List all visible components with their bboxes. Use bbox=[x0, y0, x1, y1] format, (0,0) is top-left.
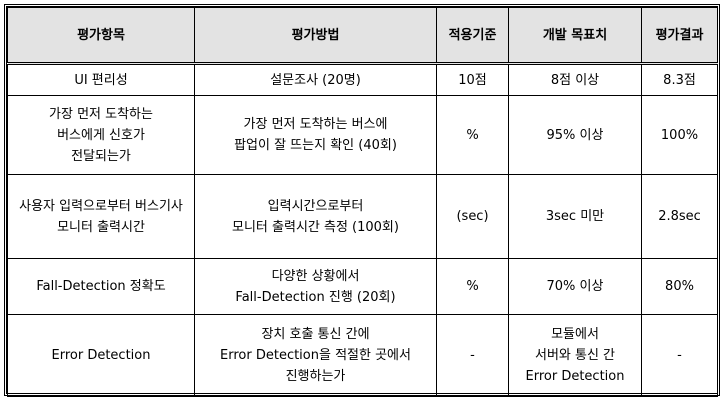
cell-method: 다양한 상황에서 Fall-Detection 진행 (20회) bbox=[194, 258, 437, 315]
table-row: 사용자 입력으로부터 버스기사 모니터 출력시간 입력시간으로부터 모니터 출력… bbox=[7, 174, 718, 259]
cell-item: Error Detection bbox=[7, 314, 195, 397]
cell-criteria: % bbox=[436, 95, 509, 175]
header-item: 평가항목 bbox=[7, 7, 195, 65]
evaluation-table-frame: 평가항목 평가방법 적용기준 개발 목표치 평가결과 UI 편리성 설문조사 (… bbox=[4, 4, 720, 397]
cell-criteria: 10점 bbox=[436, 63, 509, 96]
cell-target: 95% 이상 bbox=[508, 95, 642, 175]
cell-result: 2.8sec bbox=[641, 174, 718, 259]
cell-result: 80% bbox=[641, 258, 718, 315]
cell-method: 입력시간으로부터 모니터 출력시간 측정 (100회) bbox=[194, 174, 437, 259]
cell-result: 8.3점 bbox=[641, 63, 718, 96]
cell-result: - bbox=[641, 314, 718, 397]
cell-target: 모듈에서 서버와 통신 간 Error Detection bbox=[508, 314, 642, 397]
cell-method: 설문조사 (20명) bbox=[194, 63, 437, 96]
header-method: 평가방법 bbox=[194, 7, 437, 65]
cell-criteria: - bbox=[436, 314, 509, 397]
cell-method: 장치 호출 통신 간에 Error Detection을 적절한 곳에서 진행하… bbox=[194, 314, 437, 397]
header-result: 평가결과 bbox=[641, 7, 718, 65]
cell-item: 가장 먼저 도착하는 버스에게 신호가 전달되는가 bbox=[7, 95, 195, 175]
header-row: 평가항목 평가방법 적용기준 개발 목표치 평가결과 bbox=[7, 7, 718, 65]
table-row: UI 편리성 설문조사 (20명) 10점 8점 이상 8.3점 bbox=[7, 63, 718, 96]
header-criteria: 적용기준 bbox=[436, 7, 509, 65]
cell-target: 3sec 미만 bbox=[508, 174, 642, 259]
cell-item: UI 편리성 bbox=[7, 63, 195, 96]
table-row: 가장 먼저 도착하는 버스에게 신호가 전달되는가 가장 먼저 도착하는 버스에… bbox=[7, 95, 718, 175]
cell-criteria: % bbox=[436, 258, 509, 315]
table-row: Fall-Detection 정확도 다양한 상황에서 Fall-Detecti… bbox=[7, 258, 718, 315]
evaluation-table: 평가항목 평가방법 적용기준 개발 목표치 평가결과 UI 편리성 설문조사 (… bbox=[7, 7, 718, 397]
cell-method: 가장 먼저 도착하는 버스에 팝업이 잘 뜨는지 확인 (40회) bbox=[194, 95, 437, 175]
cell-item: 사용자 입력으로부터 버스기사 모니터 출력시간 bbox=[7, 174, 195, 259]
cell-target: 70% 이상 bbox=[508, 258, 642, 315]
cell-result: 100% bbox=[641, 95, 718, 175]
cell-item: Fall-Detection 정확도 bbox=[7, 258, 195, 315]
cell-target: 8점 이상 bbox=[508, 63, 642, 96]
cell-criteria: (sec) bbox=[436, 174, 509, 259]
header-target: 개발 목표치 bbox=[508, 7, 642, 65]
table-row: Error Detection 장치 호출 통신 간에 Error Detect… bbox=[7, 314, 718, 397]
